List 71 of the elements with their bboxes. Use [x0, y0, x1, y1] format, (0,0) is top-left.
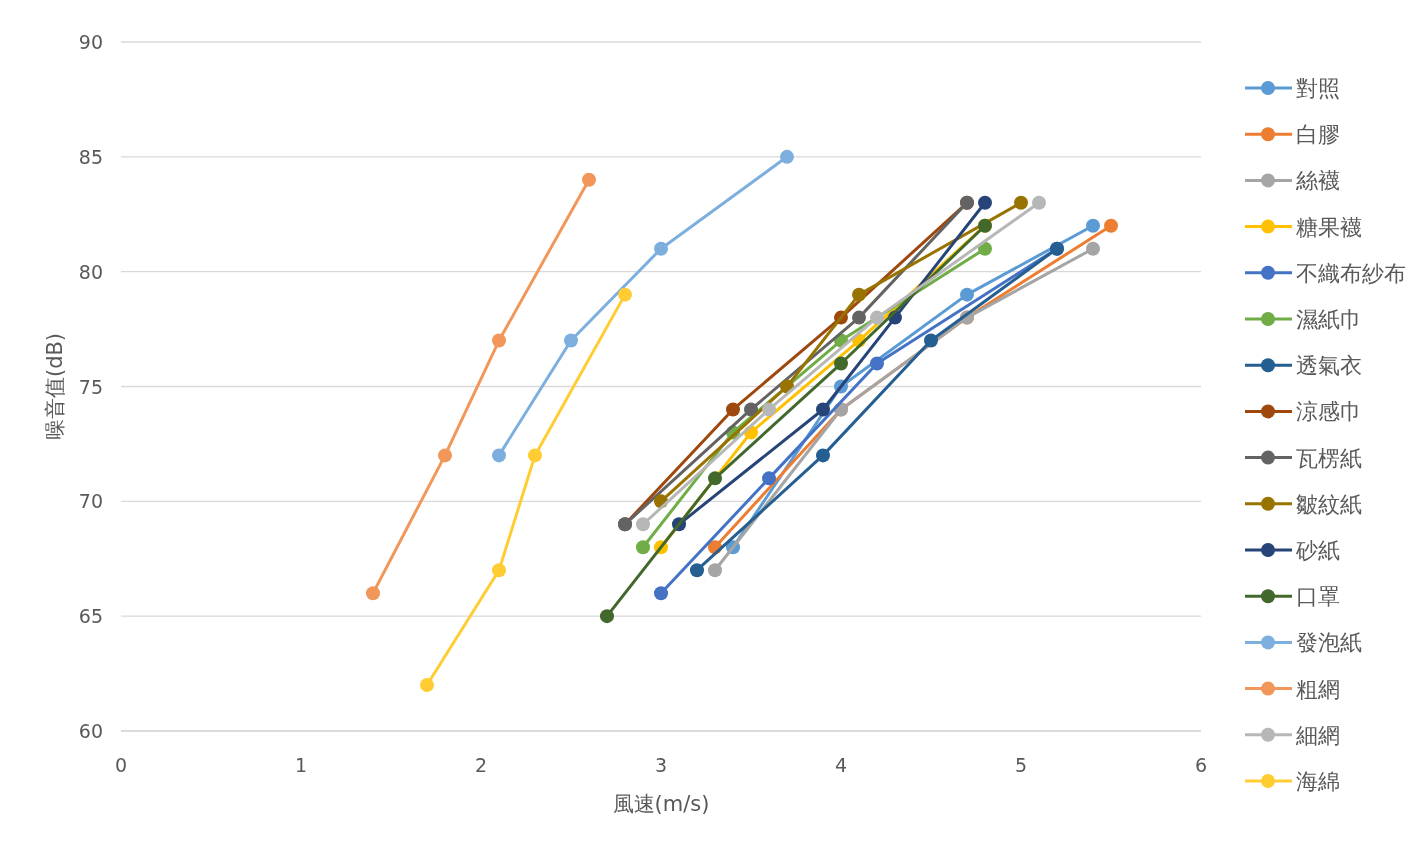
point	[1086, 218, 1100, 233]
legend-label: 白膠	[1296, 122, 1340, 148]
point	[708, 471, 722, 486]
point	[816, 448, 830, 463]
point	[852, 310, 866, 325]
point	[492, 563, 506, 578]
x-tick-label: 0	[114, 754, 128, 776]
point	[600, 609, 614, 624]
y-tick-label: 85	[78, 145, 103, 168]
y-tick-label: 70	[78, 490, 103, 513]
y-axis-title: 噪音值(dB)	[43, 332, 67, 441]
y-tick-label: 90	[78, 31, 103, 53]
point	[366, 586, 380, 601]
x-tick-label: 1	[294, 754, 308, 776]
legend-label: 不織布紗布	[1296, 260, 1406, 286]
point	[438, 448, 452, 463]
point	[564, 333, 578, 348]
x-axis-title: 風速(m/s)	[612, 792, 710, 816]
point	[636, 517, 650, 532]
legend-label: 海綿	[1296, 769, 1340, 794]
point	[978, 195, 992, 210]
legend-label: 對照	[1296, 76, 1340, 101]
point	[960, 287, 974, 302]
point	[492, 333, 506, 348]
point	[816, 402, 830, 417]
x-tick-label: 2	[474, 754, 488, 776]
x-tick-label: 5	[1014, 754, 1028, 776]
y-tick-label: 65	[78, 605, 103, 628]
point	[744, 402, 758, 417]
legend-label: 透氣衣	[1296, 353, 1362, 379]
point	[762, 471, 776, 486]
point	[582, 172, 596, 187]
point	[762, 402, 776, 417]
point	[726, 402, 740, 417]
point	[780, 149, 794, 164]
legend-label: 口罩	[1296, 584, 1340, 610]
point	[618, 287, 632, 302]
y-tick-label: 75	[78, 375, 103, 398]
point	[420, 678, 434, 693]
point	[852, 287, 866, 302]
point	[1032, 195, 1046, 210]
point	[690, 563, 704, 578]
legend-label: 濕紙巾	[1296, 307, 1362, 332]
legend-label: 絲襪	[1295, 168, 1340, 194]
point	[654, 586, 668, 601]
legend-label: 糖果襪	[1296, 214, 1362, 240]
legend-label: 涼感巾	[1296, 399, 1362, 425]
legend-label: 細網	[1295, 722, 1340, 748]
legend-label: 皺紋紙	[1296, 491, 1362, 517]
point	[1104, 218, 1118, 233]
legend-label: 瓦楞紙	[1296, 445, 1362, 471]
point	[636, 540, 650, 555]
x-tick-label: 4	[834, 754, 848, 776]
point	[528, 448, 542, 463]
legend-label: 發泡紙	[1296, 630, 1362, 656]
point	[654, 241, 668, 256]
point	[1086, 241, 1100, 256]
y-tick-label: 60	[78, 720, 103, 742]
y-tick-label: 80	[78, 260, 103, 283]
point	[924, 333, 938, 348]
point	[978, 241, 992, 256]
legend-label: 砂紙	[1295, 538, 1340, 563]
x-tick-label: 3	[654, 754, 668, 776]
point	[870, 356, 884, 371]
legend-label: 粗網	[1296, 676, 1340, 702]
point	[492, 448, 506, 463]
x-tick-label: 6	[1194, 754, 1208, 776]
point	[834, 356, 848, 371]
point	[870, 310, 884, 325]
point	[1014, 195, 1028, 210]
point	[708, 563, 722, 578]
